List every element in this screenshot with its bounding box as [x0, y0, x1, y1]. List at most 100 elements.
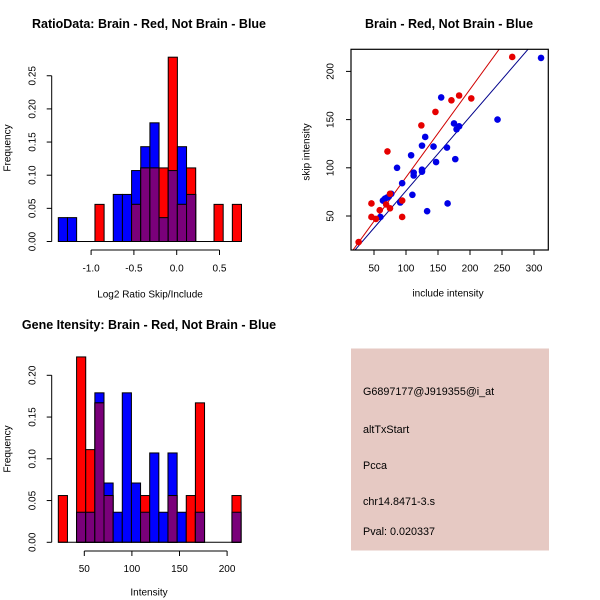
point-brain — [418, 122, 425, 129]
x-axis-label: Intensity — [130, 588, 167, 599]
point-not-brain — [421, 133, 429, 141]
x-tick-label: -1.0 — [82, 264, 100, 275]
point-not-brain — [398, 179, 406, 187]
x-tick-label: 150 — [171, 564, 188, 575]
chart-title: RatioData: Brain - Red, Not Brain - Blue — [32, 17, 266, 31]
axes: -1.0 -0.5 0.0 0.5 0.00 0.05 0.10 0.15 0.20 0.25 — [28, 66, 227, 275]
x-tick-label: 100 — [398, 264, 415, 275]
bar-not-brain — [112, 511, 123, 543]
info-panel: G6897177@J919355@i_at altTxStart Pcca ch… — [351, 348, 549, 551]
fit-line-not-brain — [354, 49, 529, 250]
point-not-brain — [410, 172, 417, 179]
point-brain — [398, 197, 406, 204]
p-value: Pval: 0.020337 — [363, 526, 435, 538]
point-not-brain — [537, 54, 545, 62]
y-tick-label: 0.05 — [28, 490, 39, 510]
event-type: altTxStart — [363, 424, 409, 436]
bar-brain — [57, 495, 68, 543]
bar-overlap — [140, 511, 151, 543]
bar-overlap — [158, 217, 169, 243]
bar-overlap — [176, 203, 188, 242]
y-tick-label: 50 — [326, 210, 337, 222]
point-brain — [355, 238, 362, 246]
point-brain — [386, 190, 394, 198]
point-not-brain — [444, 200, 451, 207]
bar-not-brain — [57, 217, 68, 243]
axes: 50 100 150 200 250 300 50 100 150 200 — [326, 48, 549, 275]
y-tick-label: 0.00 — [28, 231, 39, 251]
point-brain — [398, 213, 406, 221]
histogram-bars — [57, 56, 242, 243]
bar-not-brain — [176, 511, 187, 543]
bar-overlap — [94, 402, 105, 543]
y-tick-label: 0.00 — [28, 532, 39, 552]
point-not-brain — [450, 120, 458, 127]
y-tick-label: 0.15 — [28, 407, 39, 427]
bar-brain — [231, 203, 242, 242]
scatter-points — [355, 53, 545, 246]
x-axis-label: Log2 Ratio Skip/Include — [97, 290, 203, 301]
bar-overlap — [186, 193, 197, 242]
x-tick-label: 50 — [79, 564, 91, 575]
point-not-brain — [430, 143, 437, 150]
bar-overlap — [140, 167, 151, 242]
point-not-brain — [451, 155, 459, 163]
point-brain — [455, 92, 463, 99]
y-axis-label: skip intensity — [302, 123, 313, 180]
gene-symbol: Pcca — [363, 460, 387, 472]
point-not-brain — [393, 164, 401, 172]
point-brain — [384, 148, 391, 155]
y-axis-label: Frequency — [3, 124, 14, 171]
intensity-scatter-panel: Brain - Red, Not Brain - Blue 50 100 150 20… — [302, 17, 549, 300]
y-tick-label: 0.15 — [28, 132, 39, 152]
bar-not-brain — [112, 193, 123, 242]
point-brain — [372, 215, 380, 223]
y-tick-label: 0.20 — [28, 365, 39, 385]
x-tick-label: 100 — [124, 564, 141, 575]
y-axis-label: Frequency — [3, 425, 14, 472]
point-brain — [432, 108, 439, 116]
bar-overlap — [231, 511, 242, 543]
y-tick-label: 0.20 — [28, 99, 39, 119]
bar-overlap — [76, 511, 87, 543]
probe-set-id: G6897177@J919355@i_at — [363, 386, 494, 398]
bar-overlap — [85, 511, 96, 543]
histogram-bars — [57, 356, 242, 543]
x-tick-label: -0.5 — [125, 264, 143, 275]
point-not-brain — [423, 207, 431, 215]
x-tick-label: 150 — [430, 264, 447, 275]
bar-not-brain — [149, 452, 160, 543]
point-not-brain — [432, 158, 440, 166]
point-not-brain — [418, 142, 426, 149]
y-tick-label: 200 — [326, 63, 337, 80]
point-not-brain — [418, 168, 426, 175]
point-not-brain — [453, 125, 460, 133]
point-brain — [508, 53, 516, 61]
point-brain — [448, 97, 455, 104]
bar-not-brain — [66, 217, 78, 243]
y-tick-label: 150 — [326, 111, 337, 128]
x-tick-label: 0.5 — [213, 264, 227, 275]
y-tick-label: 0.10 — [28, 165, 39, 185]
point-brain — [386, 204, 394, 212]
x-tick-label: 300 — [526, 264, 543, 275]
axes: 50 100 150 200 0.00 0.05 0.10 0.15 0.20 — [28, 365, 236, 575]
bar-overlap — [131, 203, 142, 242]
y-tick-label: 0.25 — [28, 66, 39, 86]
x-tick-label: 200 — [462, 264, 479, 275]
gene-intensity-histogram-panel: Gene Itensity: Brain - Red, Not Brain - … — [3, 318, 277, 599]
point-not-brain — [407, 151, 415, 159]
bar-brain — [94, 203, 105, 242]
ratio-histogram-panel: RatioData: Brain - Red, Not Brain - Blue… — [3, 17, 267, 301]
bar-brain — [213, 203, 224, 242]
bar-overlap — [149, 167, 160, 242]
bar-not-brain — [158, 511, 169, 543]
point-not-brain — [443, 144, 451, 151]
info-panel-background — [351, 348, 549, 551]
fit-lines — [352, 49, 529, 250]
cluster-id: chr14.8471-3.s — [363, 496, 436, 508]
x-tick-label: 200 — [219, 564, 236, 575]
point-brain — [467, 95, 475, 102]
x-axis-label: include intensity — [412, 289, 483, 300]
point-brain — [368, 200, 375, 207]
